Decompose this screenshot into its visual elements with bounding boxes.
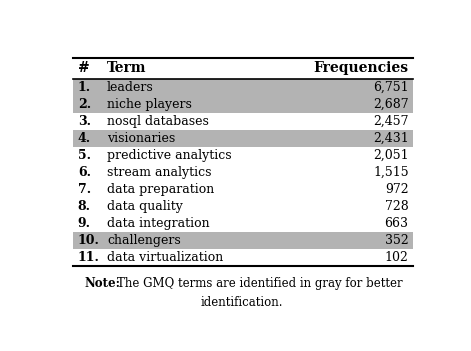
Text: Frequencies: Frequencies: [313, 61, 408, 75]
Text: 2,051: 2,051: [373, 149, 408, 162]
Text: 6.: 6.: [78, 166, 91, 179]
Text: 6,751: 6,751: [373, 81, 408, 94]
Text: 5.: 5.: [78, 149, 91, 162]
Text: predictive analytics: predictive analytics: [107, 149, 232, 162]
Text: identification.: identification.: [200, 296, 283, 309]
Bar: [73, 58, 413, 79]
Text: 11.: 11.: [78, 251, 100, 264]
Bar: [73, 113, 413, 130]
Text: 1.: 1.: [78, 81, 91, 94]
Text: 728: 728: [385, 200, 408, 213]
Bar: [73, 95, 413, 113]
Text: 3.: 3.: [78, 115, 91, 128]
Text: 9.: 9.: [78, 217, 91, 230]
Text: niche players: niche players: [107, 98, 192, 111]
Text: 663: 663: [384, 217, 408, 230]
Text: 2.: 2.: [78, 98, 91, 111]
Text: challengers: challengers: [107, 234, 181, 247]
Text: 4.: 4.: [78, 132, 91, 145]
Text: Term: Term: [107, 61, 146, 75]
Text: 1,515: 1,515: [373, 166, 408, 179]
Bar: [73, 147, 413, 164]
Text: 972: 972: [385, 183, 408, 196]
Text: leaders: leaders: [107, 81, 154, 94]
Text: The GMQ terms are identified in gray for better: The GMQ terms are identified in gray for…: [116, 277, 402, 290]
Text: 10.: 10.: [78, 234, 100, 247]
Text: data integration: data integration: [107, 217, 210, 230]
Text: data quality: data quality: [107, 200, 183, 213]
Bar: [73, 79, 413, 95]
Bar: [73, 181, 413, 198]
Bar: [73, 215, 413, 232]
Text: 8.: 8.: [78, 200, 91, 213]
Text: 2,687: 2,687: [373, 98, 408, 111]
Text: data virtualization: data virtualization: [107, 251, 223, 264]
Text: data preparation: data preparation: [107, 183, 214, 196]
Text: 352: 352: [385, 234, 408, 247]
Bar: [73, 130, 413, 147]
Text: nosql databases: nosql databases: [107, 115, 209, 128]
Text: stream analytics: stream analytics: [107, 166, 211, 179]
Text: 102: 102: [385, 251, 408, 264]
Bar: [73, 232, 413, 249]
Bar: [73, 164, 413, 181]
Text: 2,457: 2,457: [373, 115, 408, 128]
Bar: [73, 198, 413, 215]
Text: visionaries: visionaries: [107, 132, 175, 145]
Text: Note:: Note:: [84, 277, 121, 290]
Bar: [73, 249, 413, 266]
Text: #: #: [78, 61, 89, 75]
Text: 2,431: 2,431: [373, 132, 408, 145]
Text: 7.: 7.: [78, 183, 91, 196]
